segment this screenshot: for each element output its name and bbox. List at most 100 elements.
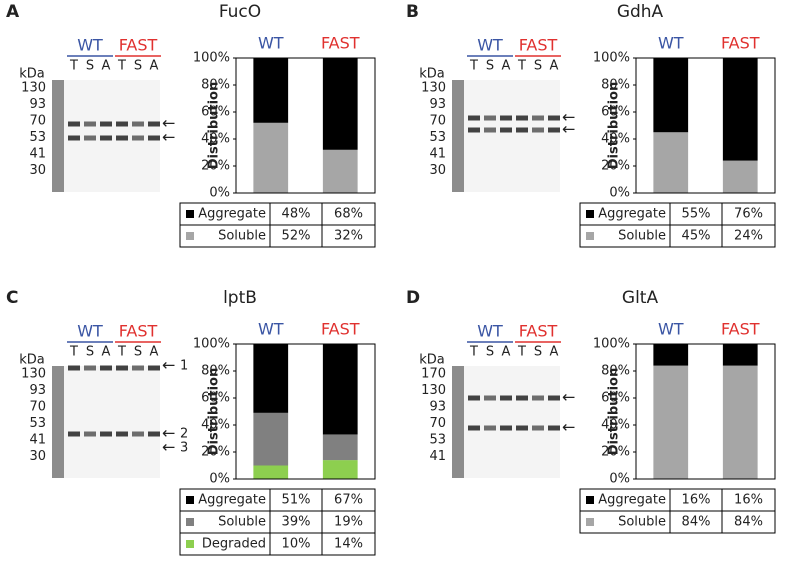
legend-label: Soluble (618, 515, 666, 530)
y-tick-label: 80% (201, 364, 230, 379)
bar-segment (322, 434, 358, 461)
y-tick-label: 80% (201, 78, 230, 93)
marker-label: 93 (29, 383, 46, 398)
category-label: FAST (721, 34, 760, 53)
band (100, 121, 112, 127)
legend-label: Aggregate (598, 207, 666, 222)
arrow: ← (562, 418, 575, 437)
band (68, 365, 80, 371)
marker-label: 170 (421, 367, 446, 382)
arrow: ← (562, 388, 575, 407)
lane-label: A (550, 345, 559, 360)
kda-label: kDa (19, 353, 45, 368)
marker-label: 93 (29, 97, 46, 112)
marker-label: 41 (429, 147, 446, 162)
lane-label: T (517, 59, 526, 74)
y-tick-label: 0% (609, 472, 630, 487)
band (516, 115, 528, 121)
value-label: 24% (734, 229, 763, 244)
blot-image (64, 366, 160, 478)
bar-segment (322, 58, 358, 150)
band (116, 121, 128, 127)
value-label: 55% (682, 207, 711, 222)
band (516, 127, 528, 133)
arrow-label: 3 (180, 441, 188, 456)
band (100, 135, 112, 141)
band (148, 121, 160, 127)
value-label: 10% (282, 537, 311, 552)
band (516, 395, 528, 401)
category-label: FAST (721, 320, 760, 339)
band (548, 395, 560, 401)
ladder (52, 80, 64, 192)
lane-label: T (117, 59, 126, 74)
lane-label: S (86, 345, 94, 360)
category-label: WT (658, 34, 684, 53)
bar-segment (653, 344, 689, 366)
value-label: 16% (682, 493, 711, 508)
band (500, 425, 512, 431)
lane-label: A (102, 345, 111, 360)
value-label: 14% (334, 537, 363, 552)
y-tick-label: 0% (609, 186, 630, 201)
bar-segment (722, 365, 758, 479)
legend-label: Aggregate (198, 207, 266, 222)
band (532, 425, 544, 431)
band (548, 425, 560, 431)
ladder (452, 366, 464, 478)
marker-label: 70 (429, 416, 446, 431)
y-tick-label: 40% (201, 418, 230, 433)
value-label: 19% (334, 515, 363, 530)
group-label: FAST (119, 36, 158, 55)
group-label: WT (77, 322, 103, 341)
band (484, 395, 496, 401)
band (532, 395, 544, 401)
arrow: ← (562, 120, 575, 139)
panel-letter: D (406, 288, 420, 308)
plot-frame (635, 57, 776, 194)
marker-label: 41 (29, 433, 46, 448)
panel-title: GltA (622, 288, 659, 308)
y-tick-label: 100% (193, 337, 230, 352)
band (516, 425, 528, 431)
band (148, 365, 160, 371)
legend-label: Aggregate (198, 493, 266, 508)
bar-segment (253, 465, 289, 479)
band (84, 365, 96, 371)
ladder (452, 80, 464, 192)
group-label: WT (477, 322, 503, 341)
marker-label: 53 (29, 416, 46, 431)
lane-label: T (469, 345, 478, 360)
category-label: WT (258, 34, 284, 53)
band (116, 135, 128, 141)
legend-label: Soluble (218, 515, 266, 530)
arrow: ← (162, 114, 175, 133)
y-tick-label: 40% (201, 132, 230, 147)
value-label: 32% (334, 229, 363, 244)
y-tick-label: 80% (601, 364, 630, 379)
y-axis-label: Distribution (607, 368, 622, 455)
band (548, 127, 560, 133)
table-frame (179, 202, 376, 248)
band (468, 395, 480, 401)
y-tick-label: 20% (201, 445, 230, 460)
marker-label: 70 (429, 114, 446, 129)
marker-label: 30 (29, 449, 46, 464)
blot-image (464, 366, 560, 478)
value-label: 84% (734, 515, 763, 530)
lane-label: T (69, 345, 78, 360)
legend-label: Degraded (202, 537, 266, 552)
y-tick-label: 40% (601, 132, 630, 147)
bar-segment (653, 132, 689, 193)
bar-segment (253, 412, 289, 466)
band (84, 431, 96, 437)
marker-label: 53 (429, 130, 446, 145)
kda-label: kDa (419, 353, 445, 368)
band (484, 425, 496, 431)
legend-swatch (586, 210, 594, 218)
arrow: ← (162, 128, 175, 147)
y-tick-label: 60% (601, 105, 630, 120)
lane-label: S (534, 345, 542, 360)
legend-swatch (586, 496, 594, 504)
legend-swatch (186, 496, 194, 504)
